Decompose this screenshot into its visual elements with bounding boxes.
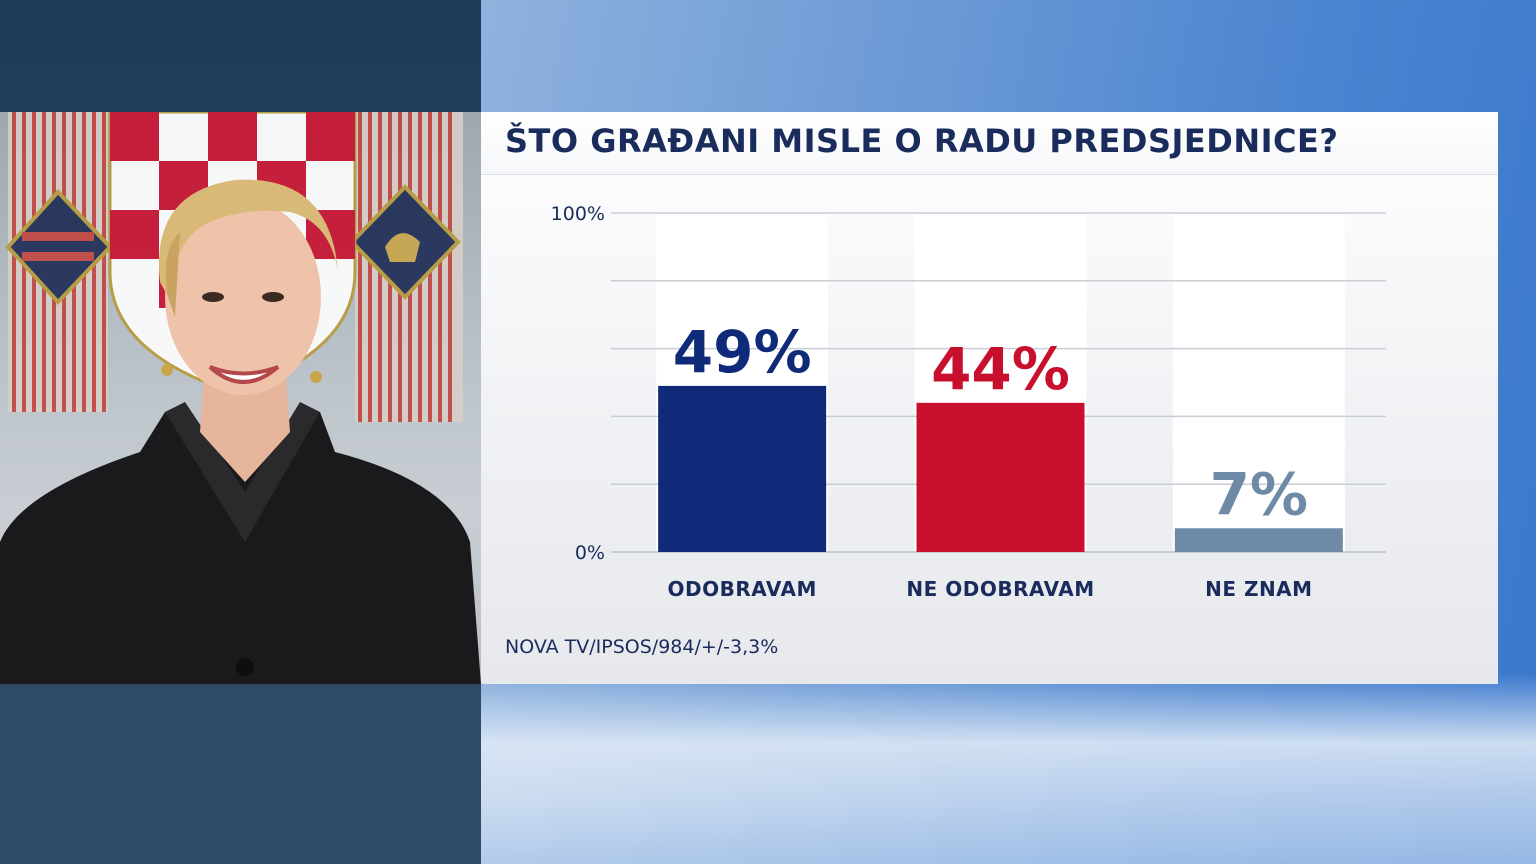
category-label: NE ZNAM	[1205, 577, 1312, 601]
chart-card: ŠTO GRAĐANI MISLE O RADU PREDSJEDNICE? 0…	[481, 112, 1498, 684]
y-tick-label: 100%	[551, 203, 605, 225]
bar-value-label: 49%	[673, 318, 812, 386]
bar-value-label: 44%	[931, 335, 1070, 403]
chart-title-bar: ŠTO GRAĐANI MISLE O RADU PREDSJEDNICE?	[481, 112, 1498, 175]
portrait-illustration	[0, 112, 481, 684]
bar	[658, 385, 827, 552]
bar-value-label: 7%	[1210, 460, 1308, 528]
source-note: NOVA TV/IPSOS/984/+/-3,3%	[505, 636, 779, 658]
bar	[916, 402, 1085, 552]
column-panel	[1172, 213, 1345, 552]
chart-title: ŠTO GRAĐANI MISLE O RADU PREDSJEDNICE?	[505, 122, 1339, 160]
bar-chart: 0% 100% 49% ODOBRAVAM 44% NE ODOBRAVAM 7% NE ZN…	[551, 203, 1386, 601]
person-silhouette	[0, 179, 481, 684]
category-label: ODOBRAVAM	[667, 577, 816, 601]
bar	[1174, 528, 1343, 552]
y-tick-label: 0%	[575, 542, 605, 564]
category-label: NE ODOBRAVAM	[906, 577, 1094, 601]
portrait-photo	[0, 112, 481, 684]
